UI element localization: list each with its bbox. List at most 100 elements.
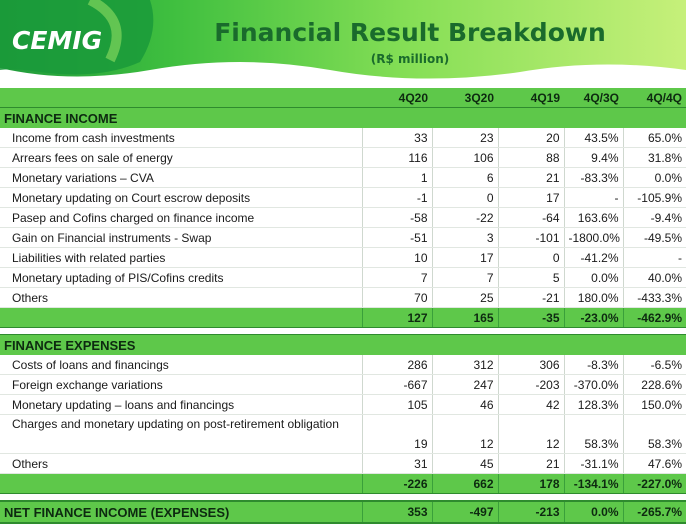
row-value: 31.8% [622,147,686,168]
row-value: -101 [497,227,564,248]
row-label: Pasep and Cofins charged on finance inco… [0,207,362,228]
row-value: 65.0% [622,128,686,148]
row-label: Others [0,453,362,474]
column-header: 4Q/4Q [623,88,686,108]
row-value: -22 [431,207,498,228]
subtotal-row: -226 662 178 -134.1% -227.0% [0,473,686,494]
row-value: 47.6% [622,453,686,474]
row-value: -433.3% [622,287,686,308]
row-value: 312 [431,355,498,375]
row-value: -64 [497,207,564,228]
row-value: 116 [361,147,432,168]
report-header: CEMIG Financial Result Breakdown (R$ mil… [0,0,686,86]
table-row: Liabilities with related parties 10 17 0 -41… [0,247,686,268]
spacer-cell [0,327,686,335]
row-label: Monetary variations – CVA [0,167,362,188]
row-label: Charges and monetary updating on post-re… [0,414,362,454]
row-value: -49.5% [622,227,686,248]
net-total-row: NET FINANCE INCOME (EXPENSES) 353 -497 -213… [0,500,686,524]
table-row: Monetary updating – loans and financings… [0,394,686,415]
row-value: 42 [497,394,564,415]
row-value: 20 [497,128,564,148]
row-value: 105 [361,394,432,415]
row-label: Foreign exchange variations [0,374,362,395]
row-value: 7 [361,267,432,288]
subtotal-value: 662 [431,473,498,494]
section-header-row: FINANCE EXPENSES [0,334,686,355]
table-row: Gain on Financial instruments - Swap -51 3… [0,227,686,248]
row-value: 5 [497,267,564,288]
subtotal-value: -227.0% [622,473,686,494]
header-background [0,0,686,79]
row-value: 1 [361,167,432,188]
subtotal-label-blank [0,307,362,328]
row-value: 3 [431,227,498,248]
spacer-row [0,327,686,335]
row-value: 17 [431,247,498,268]
row-value: 0.0% [622,167,686,188]
row-value: 128.3% [563,394,623,415]
table-row: Costs of loans and financings 286 312 306 -8… [0,355,686,375]
row-value: 10 [361,247,432,268]
row-value: -1800.0% [563,227,623,248]
row-value: 21 [497,453,564,474]
table-row: Charges and monetary updating on post-re… [0,414,686,454]
header-blank [0,88,362,108]
row-value: 21 [497,167,564,188]
table-row: Monetary updating on Court escrow deposi… [0,187,686,208]
row-value: 6 [431,167,498,188]
subtotal-value: -226 [361,473,432,494]
row-value: 88 [497,147,564,168]
row-value: 45 [431,453,498,474]
net-total-value: -213 [497,500,564,524]
row-value: -21 [497,287,564,308]
net-total-value: -265.7% [622,500,686,524]
row-label: Income from cash investments [0,128,362,148]
row-label: Monetary updating on Court escrow deposi… [0,187,362,208]
row-value: 23 [431,128,498,148]
row-value: 25 [431,287,498,308]
row-label: Liabilities with related parties [0,247,362,268]
row-value: -41.2% [563,247,623,268]
row-value: 286 [361,355,432,375]
row-value: 150.0% [622,394,686,415]
subtotal-value: 165 [431,307,498,328]
section-title: FINANCE EXPENSES [0,334,686,355]
row-value: 43.5% [563,128,623,148]
row-value: 46 [431,394,498,415]
subtotal-value: 178 [497,473,564,494]
subtotal-row: 127 165 -35 -23.0% -462.9% [0,307,686,328]
page-title: Financial Result Breakdown [214,18,606,47]
table-row: Income from cash investments 33 23 20 43.5% 6… [0,128,686,148]
row-value: 247 [431,374,498,395]
row-value: 180.0% [563,287,623,308]
table-row: Arrears fees on sale of energy 116 106 88 9.… [0,147,686,168]
row-value: - [622,247,686,268]
row-value: -83.3% [563,167,623,188]
table-row: Pasep and Cofins charged on finance inco… [0,207,686,228]
net-total-value: 0.0% [563,500,623,524]
row-value: 31 [361,453,432,474]
net-total-value: -497 [431,500,498,524]
row-value: 70 [361,287,432,308]
row-value: -1 [361,187,432,208]
column-header: 4Q19 [498,88,564,108]
row-label: Arrears fees on sale of energy [0,147,362,168]
table-row: Monetary uptading of PIS/Cofins credits 7… [0,267,686,288]
row-value: 58.3% [622,414,686,454]
row-value: 228.6% [622,374,686,395]
row-value: 58.3% [563,414,623,454]
financial-table: 4Q20 3Q20 4Q19 4Q/3Q 4Q/4Q FINANCE INCOM… [0,88,686,524]
row-value: -6.5% [622,355,686,375]
row-value: 0 [497,247,564,268]
row-value: 9.4% [563,147,623,168]
table-row: Others 70 25 -21 180.0% -433.3% [0,287,686,308]
row-label: Monetary updating – loans and financings [0,394,362,415]
row-value: 12 [497,414,564,454]
row-value: 12 [431,414,498,454]
column-header: 3Q20 [432,88,498,108]
row-value: 306 [497,355,564,375]
row-label: Gain on Financial instruments - Swap [0,227,362,248]
row-value: 40.0% [622,267,686,288]
row-value: -31.1% [563,453,623,474]
